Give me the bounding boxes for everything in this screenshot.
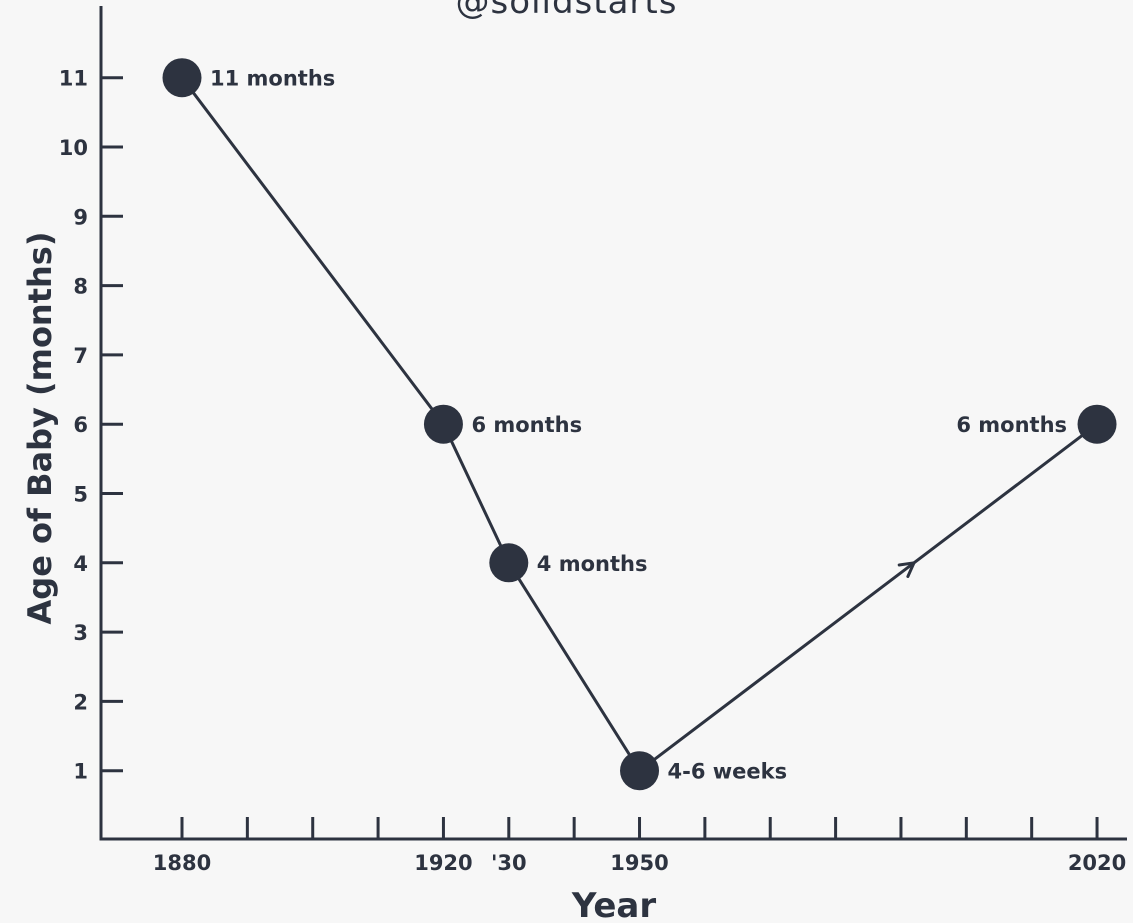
y-tick-label: 3 [73,621,88,645]
y-tick-label: 8 [73,275,88,299]
data-point [489,543,529,583]
y-axis-ticks: 1 2 3 4 5 6 7 8 9 10 11 [59,67,123,784]
x-tick-label: '30 [491,851,527,875]
y-tick-label: 9 [73,205,88,229]
data-label: 4 months [537,552,648,576]
x-tick-label: 1880 [153,851,211,875]
x-axis-ticks: 1880 1920 '30 1950 2020 [153,817,1126,875]
x-tick-label: 2020 [1068,851,1126,875]
x-tick-label: 1950 [610,851,668,875]
y-tick-label: 1 [73,760,88,784]
trend-arrow [897,561,916,578]
y-axis-title: Age of Baby (months) [21,232,59,625]
y-tick-label: 7 [73,344,88,368]
y-tick-label: 6 [73,413,88,437]
data-label: 11 months [210,67,335,91]
watermark-handle: @solidstarts [455,0,678,22]
x-axis-title: Year [571,886,657,923]
data-point [423,404,463,444]
series: 11 months 6 months 4 months 4-6 weeks 6 mont… [162,58,1117,791]
data-label: 4-6 weeks [668,760,788,784]
data-label: 6 months [471,413,582,437]
y-tick-label: 11 [59,67,88,91]
data-label: 6 months [956,413,1067,437]
y-tick-label: 10 [59,136,88,160]
y-tick-label: 2 [73,690,88,714]
data-point [1077,404,1117,444]
data-point [620,751,660,791]
y-tick-label: 4 [73,552,88,576]
y-tick-label: 5 [73,483,88,507]
data-point [162,58,202,98]
x-tick-label: 1920 [414,851,472,875]
